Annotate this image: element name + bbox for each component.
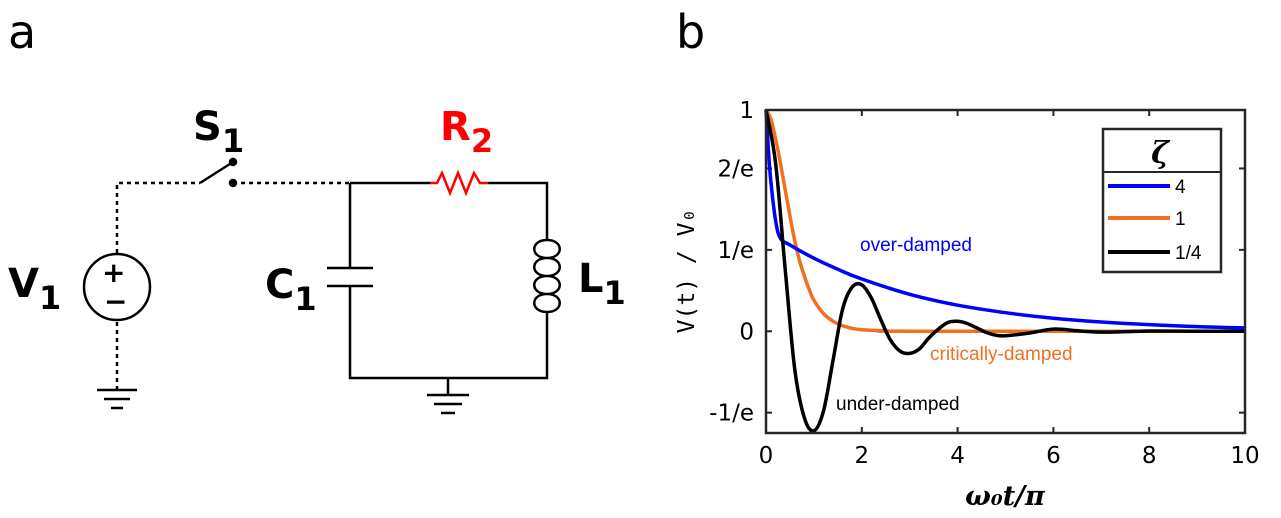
legend-entry-1-4: 1/4 [1175,243,1202,264]
panel-b-label: b [676,5,705,59]
wire-resistor-right [488,181,549,240]
label-r2: R2 [440,104,493,160]
resistor-symbol [430,169,488,197]
ground-symbol [97,388,137,410]
x-tick-label: 10 [1230,443,1259,469]
x-tick-label: 4 [950,443,965,469]
svg-text:S1: S1 [193,104,244,160]
y-tick-label: 1 [739,98,754,124]
s1-sub: 1 [222,122,244,160]
label-l1: L1 [578,256,626,312]
x-tick-label: 6 [1046,443,1061,469]
circuit-diagram [82,157,561,415]
label-s1: S1 [193,104,244,160]
y-tick-label: 1/e [717,238,754,264]
y-tick-label: 0 [739,319,754,345]
x-tick-label: 8 [1142,443,1157,469]
label-c1: C1 [265,262,317,318]
source-plus: + [102,256,125,289]
wire-source-top [115,181,200,253]
svg-text:R2: R2 [440,104,493,160]
panel-a-label: a [8,5,36,59]
annotation-critically-damped: critically-damped [930,344,1073,365]
x-tick-label: 0 [759,443,774,469]
ground-symbol [427,378,469,415]
series-line-1-4 [764,109,1245,433]
wire-bottom [348,286,549,380]
switch-contact [228,178,238,188]
legend: ζ 4 1 1/4 [1101,127,1223,274]
legend-box [1101,127,1223,274]
source-minus: − [104,285,127,318]
r2-main: R [440,104,471,150]
legend-entry-4: 4 [1175,177,1186,198]
r2-sub: 2 [471,122,493,160]
inductor-symbol [533,238,561,330]
s1-main: S [193,104,222,150]
svg-text:L1: L1 [578,256,626,312]
v1-sub: 1 [39,279,61,317]
c1-sub: 1 [294,280,316,318]
series-line-4 [764,109,1246,330]
svg-text:V1: V1 [8,261,61,317]
series-lines [764,109,1246,433]
annotation-under-damped: under-damped [836,394,960,415]
voltage-source-symbol [82,252,152,322]
switch-blade [199,160,234,185]
svg-text:C1: C1 [265,262,317,318]
annotation-over-damped: over-damped [860,235,972,256]
legend-entry-1: 1 [1175,209,1186,230]
y-axis-label: V(t) / V₀ [674,209,700,334]
y-tick-label: -1/e [709,401,754,427]
l1-main: L [578,256,604,302]
x-tick-label: 2 [854,443,869,469]
label-v1: V1 [8,261,61,317]
y-tick-label: 2/e [717,156,754,182]
legend-title: ζ [1151,136,1171,171]
c1-main: C [265,262,294,308]
x-axis-label: ω₀t/π [965,481,1046,512]
plot-frame [764,108,1247,435]
switch-contact [228,157,238,167]
v1-main: V [8,261,39,307]
l1-sub: 1 [604,274,626,312]
